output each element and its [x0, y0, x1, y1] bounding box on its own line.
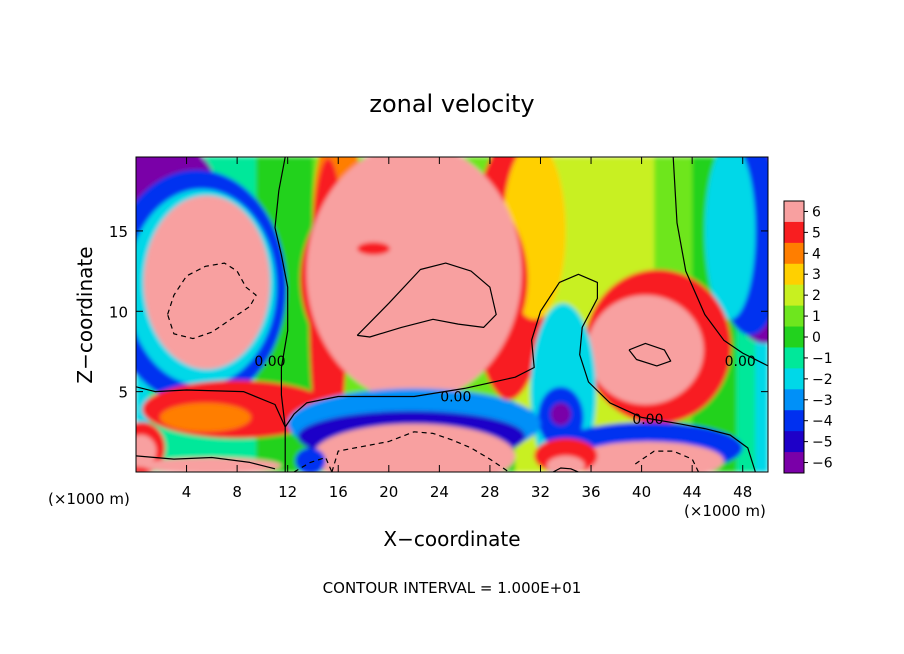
- x-tick-label: 44: [683, 483, 702, 501]
- x-tick-label: 40: [632, 483, 651, 501]
- colorbar-swatch: [784, 284, 804, 307]
- colorbar-swatch: [784, 305, 804, 328]
- colorbar-label: −1: [812, 351, 833, 367]
- field-region: [587, 295, 704, 405]
- colorbar-label: 1: [812, 309, 821, 325]
- contour-label: 0.00: [632, 412, 663, 428]
- y-tick-label: 10: [109, 303, 128, 321]
- field-region: [306, 157, 522, 402]
- field-region: [550, 402, 571, 426]
- contour-line: [628, 342, 672, 367]
- contour-line-dashed: [634, 450, 700, 472]
- colorbar-label: −4: [812, 414, 833, 430]
- colorbar-swatch: [784, 410, 804, 432]
- colorbar-swatch: [784, 347, 804, 369]
- plot-area: 0.000.000.000.00 4 8 12 16 20 24 28 32 36 40 44 485…: [109, 156, 769, 501]
- x-tick-label: 4: [182, 483, 192, 501]
- colorbar-swatch: [784, 326, 804, 348]
- chart-title: zonal velocity: [369, 90, 534, 118]
- field-region: [143, 195, 270, 370]
- colorbar-label: 5: [812, 225, 821, 241]
- colorbar-label: −3: [812, 393, 833, 409]
- field-region: [136, 435, 157, 468]
- x-tick-label: 16: [329, 483, 348, 501]
- x-unit-right: (×1000 m): [684, 502, 766, 520]
- field-region: [357, 242, 391, 256]
- contour-label: 0.00: [440, 389, 471, 405]
- contour-line-dashed: [293, 456, 333, 472]
- y-tick-label: 15: [109, 223, 128, 241]
- colorbar-label: −5: [812, 435, 833, 451]
- colorbar-swatch: [784, 263, 804, 286]
- x-tick-label: 24: [430, 483, 449, 501]
- contour-label: 0.00: [254, 354, 285, 370]
- contour-line: [672, 157, 768, 367]
- contour-lines: [136, 157, 768, 472]
- x-axis-label: X−coordinate: [383, 527, 520, 551]
- y-axis-label: Z−coordinate: [73, 246, 97, 383]
- field-region: [572, 441, 724, 472]
- colorbar-label: −6: [812, 456, 833, 472]
- contour-line: [356, 262, 497, 338]
- contour-line: [284, 273, 756, 472]
- contour-line: [274, 157, 289, 428]
- velocity-field: [136, 157, 768, 472]
- y-tick-label: 5: [118, 384, 128, 402]
- x-tick-label: 28: [480, 483, 499, 501]
- field-region: [546, 455, 585, 472]
- colorbar-label: 6: [812, 204, 821, 220]
- colorbar-label: 2: [812, 288, 821, 304]
- colorbar-swatch: [784, 201, 804, 223]
- contour-line: [552, 467, 579, 472]
- contour-interval-note: CONTOUR INTERVAL = 1.000E+01: [323, 579, 582, 597]
- plot-frame: [135, 156, 769, 473]
- colorbar-label: 0: [812, 330, 821, 346]
- colorbar-label: 4: [812, 246, 821, 262]
- colorbar: 6 5 4 3 2 1 0 −1 −2 −3 −4 −5 −6: [783, 200, 833, 474]
- colorbar-swatch: [784, 452, 804, 474]
- x-tick-label: 20: [379, 483, 398, 501]
- colorbar-swatch: [784, 221, 804, 244]
- colorbar-swatch: [784, 242, 804, 265]
- colorbar-swatch: [784, 431, 804, 453]
- x-tick-label: 36: [581, 483, 600, 501]
- field-region: [704, 157, 756, 320]
- contour-labels: 0.00 0.00 0.00 0.00: [254, 354, 755, 428]
- contour-label: 0.00: [725, 354, 756, 370]
- contour-line-dashed: [167, 262, 257, 340]
- x-tick-label: 32: [531, 483, 550, 501]
- colorbar-frame: [783, 200, 805, 474]
- colorbar-label: −2: [812, 372, 833, 388]
- contour-line-dashed: [331, 431, 510, 472]
- field-region: [312, 423, 516, 472]
- colorbar-swatch: [784, 389, 804, 411]
- x-tick-label: 48: [733, 483, 752, 501]
- x-tick-label: 8: [232, 483, 242, 501]
- field-region: [295, 447, 326, 472]
- x-unit-left: (×1000 m): [48, 490, 130, 508]
- field-region: [160, 402, 252, 432]
- x-tick-label: 12: [278, 483, 297, 501]
- contour-line: [136, 455, 276, 470]
- field-region: [142, 457, 282, 472]
- colorbar-label: 3: [812, 267, 821, 283]
- colorbar-swatch: [784, 368, 804, 390]
